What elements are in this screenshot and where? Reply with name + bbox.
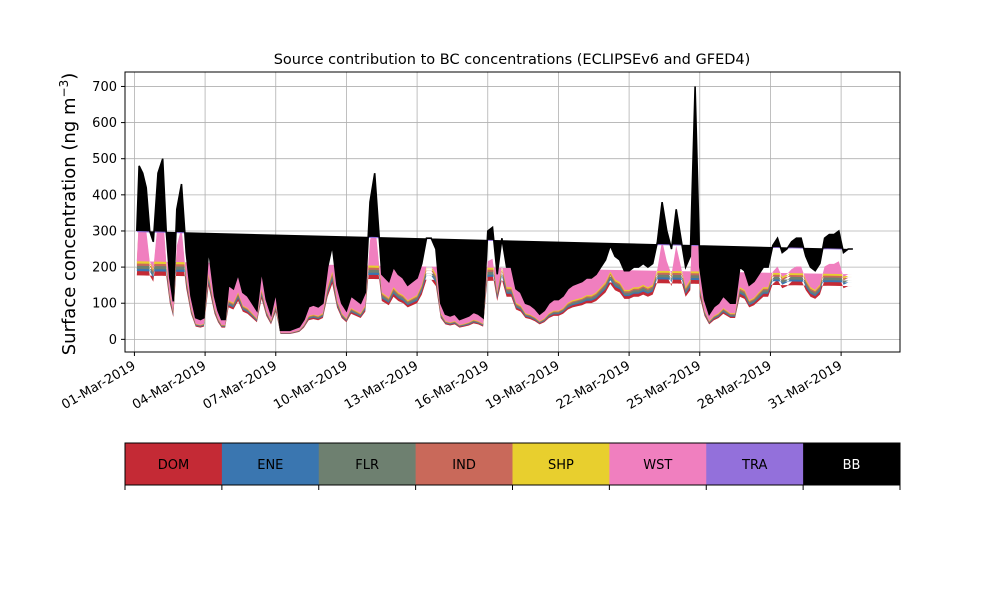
y-axis-label-close: ) (59, 73, 80, 80)
legend-label-tra: TRA (741, 458, 767, 473)
y-tick-label: 0 (109, 333, 117, 348)
y-axis: 0 100 200 300 400 500 600 700 (92, 80, 125, 348)
legend-swatch-wst (609, 443, 707, 485)
x-tick-label: 16-Mar-2019 (413, 358, 492, 412)
chart-title: Source contribution to BC concentrations… (274, 52, 751, 68)
plot-frame (124, 71, 901, 353)
color-legend: DOM ENE FLR IND SHP WST TRA BB (124, 442, 901, 490)
x-axis: 01-Mar-201904-Mar-201907-Mar-201910-Mar-… (59, 352, 845, 413)
legend-swatch-ind (415, 443, 513, 485)
x-tick-label: 19-Mar-2019 (483, 358, 562, 412)
legend-label-bb: BB (843, 458, 861, 473)
x-tick-label: 10-Mar-2019 (271, 358, 350, 412)
y-tick-label: 100 (92, 297, 117, 312)
legend-label-flr: FLR (355, 458, 379, 473)
grid-lines (125, 72, 900, 352)
y-tick-label: 500 (92, 152, 117, 167)
legend-swatch-dom (125, 443, 223, 485)
legend-label-ind: IND (452, 458, 476, 473)
y-axis-label: Surface concentration (ng m−3) (57, 73, 80, 356)
x-tick-label: 31-Mar-2019 (766, 358, 845, 412)
y-tick-label: 200 (92, 261, 117, 276)
x-tick-label: 28-Mar-2019 (695, 358, 774, 412)
legend-swatch-shp (512, 443, 610, 485)
x-tick-label: 13-Mar-2019 (342, 358, 421, 412)
area-series-bb (136, 86, 853, 332)
axes-frame (124, 71, 901, 353)
legend-swatch-ene (221, 443, 320, 485)
x-tick-label: 22-Mar-2019 (554, 358, 633, 412)
y-tick-label: 600 (92, 116, 117, 131)
y-tick-label: 300 (92, 224, 117, 239)
x-tick-label: 04-Mar-2019 (130, 358, 209, 412)
legend-swatch-flr (318, 443, 417, 485)
x-tick-label: 01-Mar-2019 (59, 358, 138, 412)
x-tick-label: 07-Mar-2019 (201, 358, 280, 412)
stacked-areas (136, 86, 853, 334)
legend-label-shp: SHP (548, 458, 574, 473)
legend-label-wst: WST (643, 458, 672, 473)
y-axis-label-superscript: −3 (57, 80, 71, 98)
legend-label-dom: DOM (158, 458, 189, 473)
legend-swatch-bb (803, 443, 901, 485)
legend-swatch-tra (706, 443, 804, 485)
x-tick-label: 25-Mar-2019 (625, 358, 704, 412)
y-axis-label-main: Surface concentration (ng m (59, 97, 80, 355)
y-tick-label: 700 (92, 80, 117, 95)
y-tick-label: 400 (92, 188, 117, 203)
legend-label-ene: ENE (257, 458, 283, 473)
